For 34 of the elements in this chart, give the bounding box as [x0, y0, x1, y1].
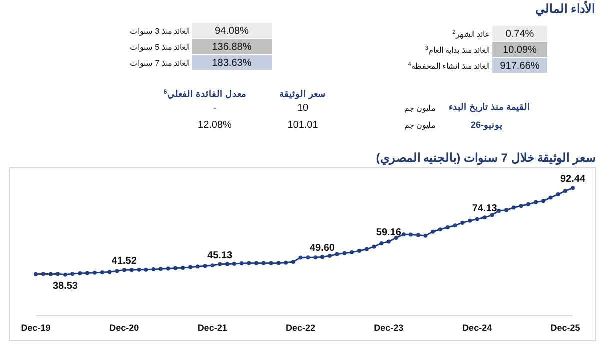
text: العائد منذ 3 سنوات	[130, 27, 190, 36]
data-label: 45.13	[208, 250, 234, 262]
text: الأداء المالي	[536, 1, 595, 17]
chart-title: سعر الوثيقة خلال 7 سنوات (بالجنيه المصري)	[376, 151, 596, 166]
text: -	[213, 103, 217, 114]
text: يونيو-26	[470, 120, 504, 131]
text: 136.88%	[212, 42, 252, 53]
data-label: 38.53	[52, 280, 78, 292]
x-tick-label: Dec-25	[550, 323, 580, 333]
text: 183.63%	[212, 58, 252, 69]
text: 101.01	[288, 120, 319, 131]
x-tick-label: Dec-21	[198, 323, 228, 333]
x-tick-label: Dec-23	[374, 323, 404, 333]
text: القيمة منذ تاريخ البدء	[449, 102, 531, 113]
x-tick-label: Dec-19	[21, 323, 51, 333]
text: 917.66%	[500, 61, 540, 72]
data-label: 74.13	[472, 204, 498, 215]
text: 10.09%	[503, 45, 538, 56]
x-tick-label: Dec-20	[110, 323, 140, 333]
x-tick-label: Dec-22	[286, 323, 316, 333]
text: 94.08%	[215, 26, 250, 37]
data-label: 41.52	[112, 256, 138, 268]
data-label: 92.44	[560, 174, 586, 186]
data-label: 49.60	[310, 243, 336, 254]
text: 12.08%	[198, 120, 232, 131]
text: 10	[297, 103, 309, 114]
data-label: 59.16	[376, 228, 402, 239]
text: سعر الوثيقة	[280, 89, 326, 100]
text: مليون جم	[404, 121, 436, 130]
text: العائد منذ 5 سنوات	[130, 43, 190, 52]
text: مليون جم	[404, 104, 436, 113]
text: 0.74%	[506, 29, 534, 40]
text: العائد منذ 7 سنوات	[130, 59, 190, 68]
x-tick-label: Dec-24	[462, 323, 492, 333]
